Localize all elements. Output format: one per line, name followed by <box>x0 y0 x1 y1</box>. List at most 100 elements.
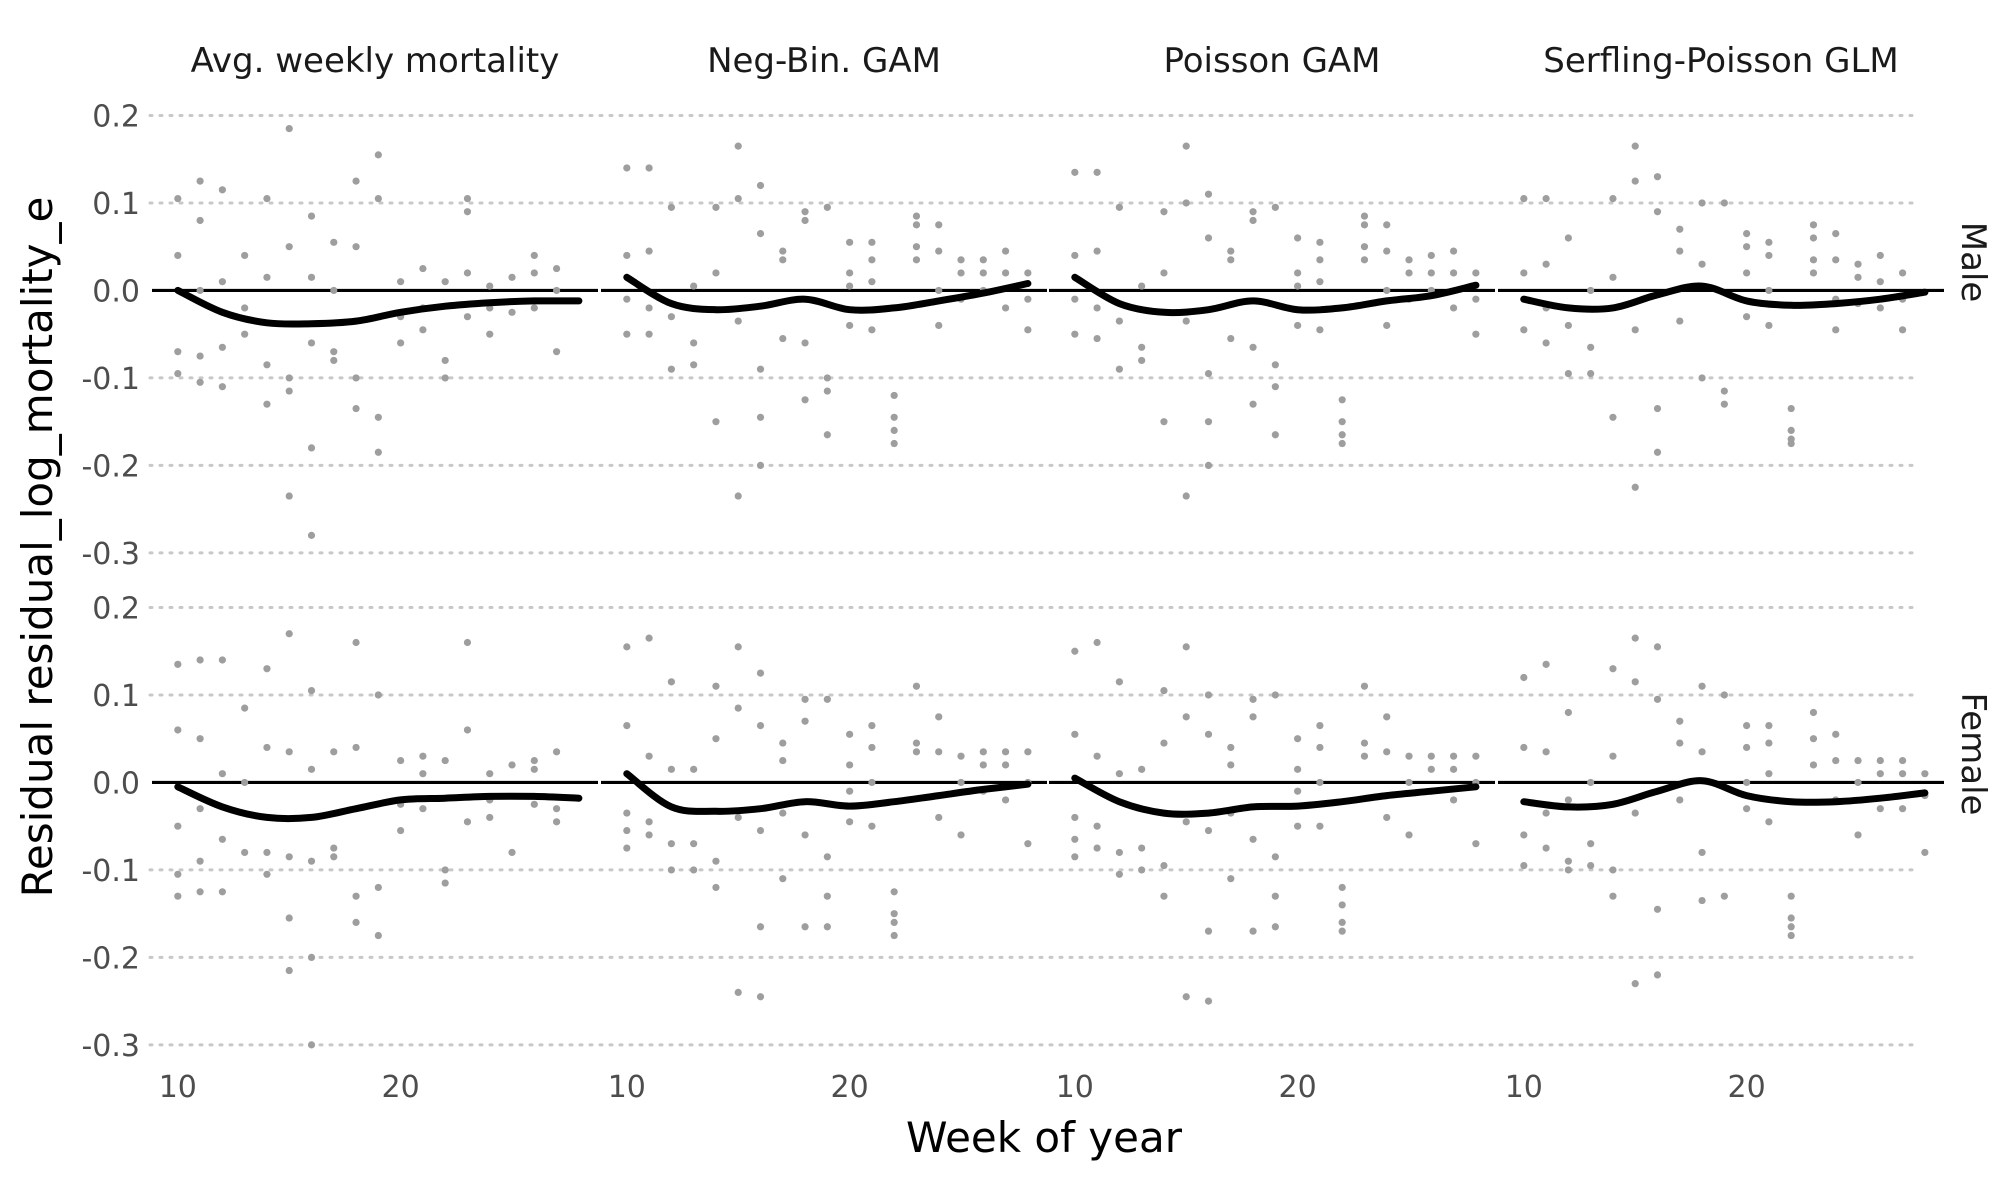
data-point <box>1609 752 1617 760</box>
data-point <box>419 770 427 778</box>
data-point <box>1405 269 1413 277</box>
data-point <box>1115 678 1123 686</box>
data-point <box>823 431 831 439</box>
data-point <box>196 656 204 664</box>
data-point <box>779 247 787 255</box>
data-point <box>1227 761 1235 769</box>
data-point <box>690 339 698 347</box>
data-point <box>1587 778 1595 787</box>
data-point <box>912 739 921 747</box>
data-point <box>1564 796 1572 804</box>
data-point <box>1698 896 1706 905</box>
data-point <box>1876 251 1884 260</box>
data-point <box>1743 805 1751 813</box>
data-point <box>756 669 765 677</box>
data-point <box>868 326 876 334</box>
data-point <box>1631 483 1639 491</box>
data-point <box>868 278 876 286</box>
data-point <box>1338 883 1346 892</box>
data-point <box>374 691 382 699</box>
data-point <box>174 892 182 900</box>
data-point <box>196 352 204 360</box>
data-point <box>823 892 831 900</box>
data-point <box>196 805 204 813</box>
data-point <box>1182 199 1190 207</box>
data-point <box>1271 892 1279 900</box>
data-point <box>801 339 809 347</box>
data-point <box>1204 190 1213 198</box>
data-point <box>486 770 494 778</box>
data-point <box>1115 848 1123 857</box>
data-point <box>1765 770 1773 778</box>
data-point <box>1809 735 1818 743</box>
data-point <box>1564 866 1572 874</box>
data-point <box>530 269 538 277</box>
data-point <box>241 251 249 260</box>
data-point <box>330 844 338 852</box>
data-point <box>801 923 809 931</box>
data-point <box>801 208 809 216</box>
data-point <box>935 247 943 255</box>
data-point <box>1138 765 1146 773</box>
data-point <box>1698 199 1706 207</box>
data-point <box>1676 796 1684 804</box>
x-tick-label: 10 <box>608 1070 646 1105</box>
data-point <box>397 339 405 347</box>
data-point <box>174 870 182 878</box>
data-point <box>1854 756 1862 765</box>
data-point <box>1427 765 1435 773</box>
data-point <box>823 923 831 931</box>
data-point <box>1631 634 1639 642</box>
data-point <box>801 396 809 404</box>
data-point <box>1564 369 1572 378</box>
data-point <box>1564 321 1572 330</box>
data-point <box>712 857 720 865</box>
data-point <box>667 313 675 321</box>
data-point <box>1383 748 1391 756</box>
data-point <box>1115 365 1123 373</box>
data-point <box>241 304 249 312</box>
data-point <box>1832 256 1840 264</box>
data-point <box>374 448 382 456</box>
data-point <box>307 953 316 962</box>
data-point <box>530 765 538 773</box>
data-point <box>667 866 675 874</box>
data-point <box>1809 708 1818 717</box>
data-point <box>1472 330 1480 338</box>
y-tick-label: -0.1 <box>81 362 140 397</box>
data-point <box>912 682 921 690</box>
data-point <box>285 125 293 133</box>
data-point <box>330 238 338 246</box>
y-tick-label: 0.0 <box>92 274 140 309</box>
data-point <box>1071 835 1079 843</box>
data-point <box>330 348 338 356</box>
data-point <box>1698 748 1706 756</box>
data-point <box>1743 743 1751 752</box>
data-point <box>1832 326 1840 334</box>
data-point <box>1787 439 1795 448</box>
data-point <box>1653 971 1662 979</box>
smooth-trend-line <box>1071 273 1480 317</box>
data-point <box>1854 778 1862 787</box>
data-point <box>1071 730 1079 738</box>
data-point <box>734 492 742 500</box>
data-point <box>690 866 698 874</box>
data-point <box>1316 326 1324 334</box>
data-point <box>823 853 831 861</box>
data-point <box>1204 826 1213 835</box>
y-tick-label: -0.2 <box>81 941 140 976</box>
data-point <box>756 461 765 470</box>
smooth-trend-line <box>623 770 1032 815</box>
data-point <box>756 229 765 238</box>
data-point <box>623 643 631 651</box>
data-point <box>779 739 787 747</box>
x-tick-label: 20 <box>1728 1070 1766 1105</box>
data-point <box>712 682 720 690</box>
data-point <box>645 752 653 760</box>
data-point <box>1765 251 1773 260</box>
data-point <box>1001 748 1010 756</box>
data-point <box>1138 282 1146 290</box>
data-point <box>374 413 382 421</box>
